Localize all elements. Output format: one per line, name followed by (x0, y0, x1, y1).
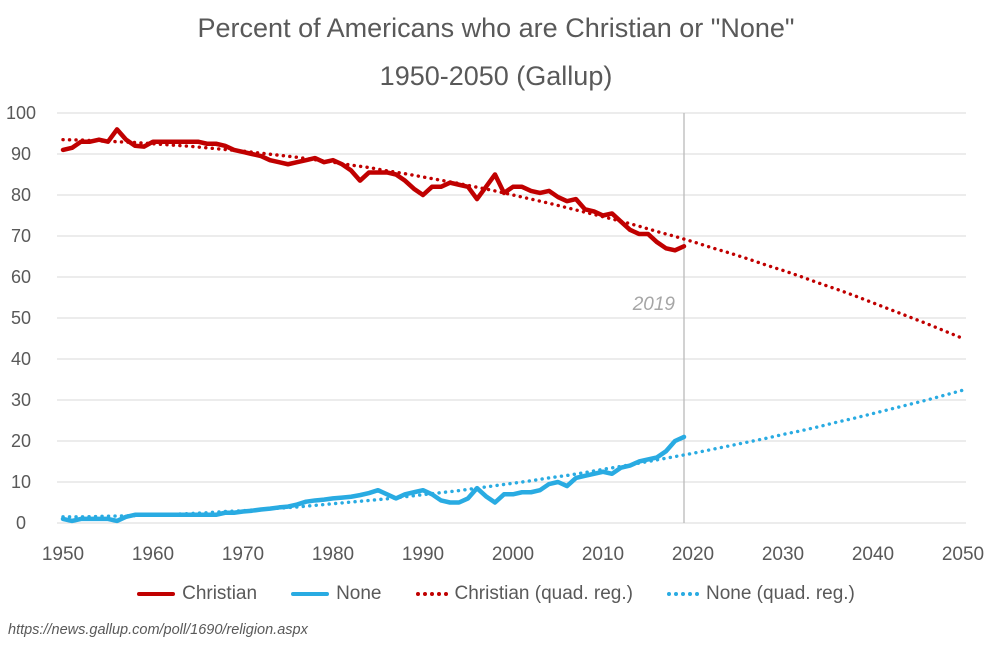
legend-label: Christian (182, 583, 258, 604)
y-tick-label-60: 60 (11, 267, 31, 287)
x-tick-label-1980: 1980 (312, 544, 354, 565)
legend-label: Christian (quad. reg.) (454, 583, 633, 604)
series-christian-quad-reg (61, 137, 965, 341)
y-tick-label-20: 20 (11, 431, 31, 451)
legend-item-none: None (291, 583, 382, 605)
y-tick-label-40: 40 (11, 349, 31, 369)
y-tick-label-30: 30 (11, 390, 31, 410)
legend-label: None (quad. reg.) (705, 583, 855, 604)
legend-item-christian-reg: Christian (quad. reg.) (415, 583, 633, 605)
x-tick-label-1970: 1970 (222, 544, 264, 565)
vline-annotation-label: 2019 (632, 294, 676, 315)
x-tick-label-2040: 2040 (852, 544, 894, 565)
x-tick-label-2050: 2050 (942, 544, 984, 565)
y-tick-label-80: 80 (11, 185, 31, 205)
chart-title: Percent of Americans who are Christian o… (0, 4, 992, 100)
series-none (60, 434, 687, 524)
legend-label: None (336, 583, 382, 604)
x-tick-label-2030: 2030 (762, 544, 804, 565)
x-tick-label-2000: 2000 (492, 544, 534, 565)
source-url: https://news.gallup.com/poll/1690/religi… (8, 622, 308, 638)
x-tick-label-1960: 1960 (132, 544, 174, 565)
y-tick-label-90: 90 (11, 144, 31, 164)
y-tick-label-0: 0 (16, 513, 26, 533)
y-tick-label-50: 50 (11, 308, 31, 328)
y-tick-label-70: 70 (11, 226, 31, 246)
legend-item-christian: Christian (137, 583, 257, 605)
chart-title-line1: Percent of Americans who are Christian o… (197, 13, 795, 43)
series-none-quad-reg (61, 388, 965, 519)
chart-title-line2: 1950-2050 (Gallup) (379, 61, 613, 91)
legend-swatch-solid-line-icon (291, 592, 330, 596)
y-tick-label-10: 10 (11, 472, 31, 492)
x-tick-label-1950: 1950 (42, 544, 84, 565)
legend-item-none-reg: None (quad. reg.) (666, 583, 855, 605)
legend-swatch-dotted-line-icon (666, 592, 699, 596)
series-christian (60, 127, 687, 253)
x-tick-label-2020: 2020 (672, 544, 714, 565)
legend-swatch-dotted-line-icon (415, 592, 448, 596)
chart-legend: Christian None Christian (quad. reg.) None … (0, 583, 992, 605)
y-tick-label-100: 100 (6, 103, 36, 123)
legend-swatch-solid-line-icon (137, 592, 176, 596)
x-tick-label-1990: 1990 (402, 544, 444, 565)
x-tick-label-2010: 2010 (582, 544, 624, 565)
